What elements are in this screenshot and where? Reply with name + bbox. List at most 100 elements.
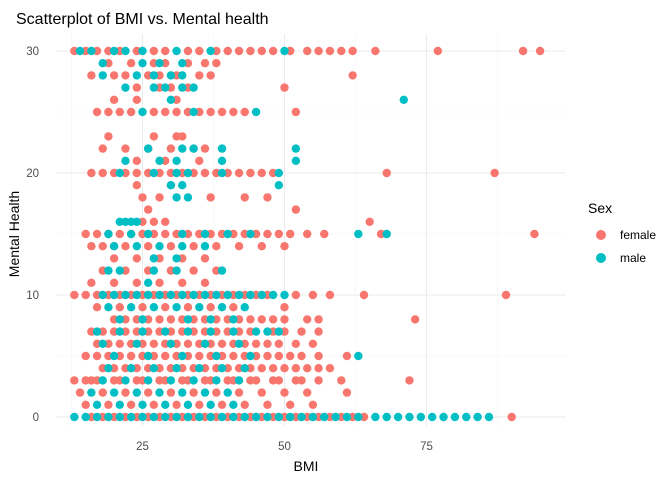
data-point-male: [217, 412, 227, 422]
data-point-female: [405, 376, 414, 385]
data-point-male: [132, 290, 142, 300]
data-point-female: [371, 46, 380, 56]
data-point-female: [195, 46, 204, 56]
data-point-female: [291, 364, 301, 373]
data-point-female: [104, 400, 113, 409]
data-point-male: [161, 327, 170, 336]
data-point-female: [268, 46, 278, 56]
data-point-female: [342, 351, 352, 361]
data-point-female: [183, 46, 193, 56]
data-point-female: [189, 388, 198, 397]
data-point-male: [416, 412, 426, 422]
data-point-male: [212, 376, 221, 385]
data-point-female: [178, 278, 187, 287]
data-point-female: [189, 266, 198, 275]
data-point-male: [371, 412, 380, 422]
data-point-male: [92, 327, 102, 336]
data-point-male: [121, 290, 130, 300]
y-tick-label: 10: [26, 290, 39, 302]
data-point-female: [143, 388, 153, 397]
data-point-male: [149, 412, 159, 422]
data-point-male: [189, 144, 198, 153]
data-point-female: [263, 229, 272, 239]
data-point-female: [143, 242, 153, 251]
data-point-male: [109, 46, 119, 56]
data-point-male: [189, 290, 198, 300]
data-point-male: [149, 254, 159, 263]
data-point-male: [308, 412, 318, 422]
data-point-male: [297, 412, 306, 422]
data-point-female: [251, 339, 261, 348]
data-point-male: [149, 71, 159, 80]
data-point-female: [195, 71, 204, 80]
data-point-male: [229, 400, 238, 409]
data-point-female: [149, 107, 159, 117]
data-point-male: [172, 193, 181, 202]
data-point-female: [342, 388, 352, 397]
data-point-female: [246, 315, 255, 324]
data-point-male: [450, 412, 460, 422]
data-point-female: [104, 132, 113, 141]
data-point-male: [121, 376, 130, 385]
data-point-female: [109, 254, 119, 263]
data-point-female: [161, 46, 170, 56]
data-point-male: [172, 266, 181, 275]
data-point-female: [229, 351, 238, 361]
data-point-male: [206, 327, 215, 336]
data-point-male: [274, 168, 284, 178]
data-point-female: [337, 46, 346, 56]
data-point-female: [132, 181, 142, 190]
data-point-female: [126, 351, 136, 361]
data-point-male: [217, 266, 227, 275]
data-point-female: [81, 351, 90, 361]
data-point-male: [104, 412, 113, 422]
data-point-female: [109, 95, 119, 105]
data-point-female: [234, 388, 244, 397]
data-point-male: [217, 144, 227, 153]
data-point-female: [303, 46, 312, 56]
x-tick-label: 25: [136, 441, 149, 453]
data-point-female: [263, 193, 272, 202]
data-point-male: [126, 364, 136, 373]
data-point-male: [109, 242, 119, 251]
data-point-male: [172, 156, 181, 165]
data-point-male: [320, 412, 329, 422]
data-point-male: [195, 412, 204, 422]
data-point-female: [501, 290, 511, 300]
data-point-female: [314, 351, 323, 361]
data-point-male: [473, 412, 482, 422]
data-point-male: [132, 242, 142, 251]
data-point-female: [161, 229, 170, 239]
data-point-male: [234, 376, 244, 385]
data-point-male: [217, 303, 227, 312]
data-point-female: [87, 278, 96, 287]
data-point-male: [121, 156, 130, 165]
data-point-male: [161, 83, 170, 92]
data-point-female: [280, 388, 289, 397]
data-point-female: [291, 107, 301, 117]
data-point-male: [291, 144, 301, 153]
data-point-female: [138, 303, 147, 312]
legend-label-female: female: [620, 228, 656, 242]
data-point-male: [149, 266, 159, 275]
x-axis-ticks: 25 50 75: [136, 441, 433, 453]
data-point-female: [200, 144, 210, 153]
data-point-male: [280, 46, 289, 56]
data-point-female: [81, 376, 90, 385]
data-point-female: [178, 132, 187, 141]
data-point-male: [200, 229, 210, 239]
data-point-male: [195, 364, 204, 373]
data-point-male: [291, 156, 301, 165]
data-point-male: [143, 290, 153, 300]
data-point-female: [115, 107, 124, 117]
data-point-male: [172, 254, 181, 263]
data-point-female: [240, 107, 249, 117]
data-point-female: [490, 168, 499, 178]
data-point-male: [251, 107, 261, 117]
data-point-female: [92, 351, 102, 361]
data-point-male: [240, 364, 249, 373]
data-point-female: [149, 46, 159, 56]
data-point-male: [143, 278, 153, 287]
data-point-female: [166, 144, 176, 153]
data-point-female: [280, 315, 289, 324]
